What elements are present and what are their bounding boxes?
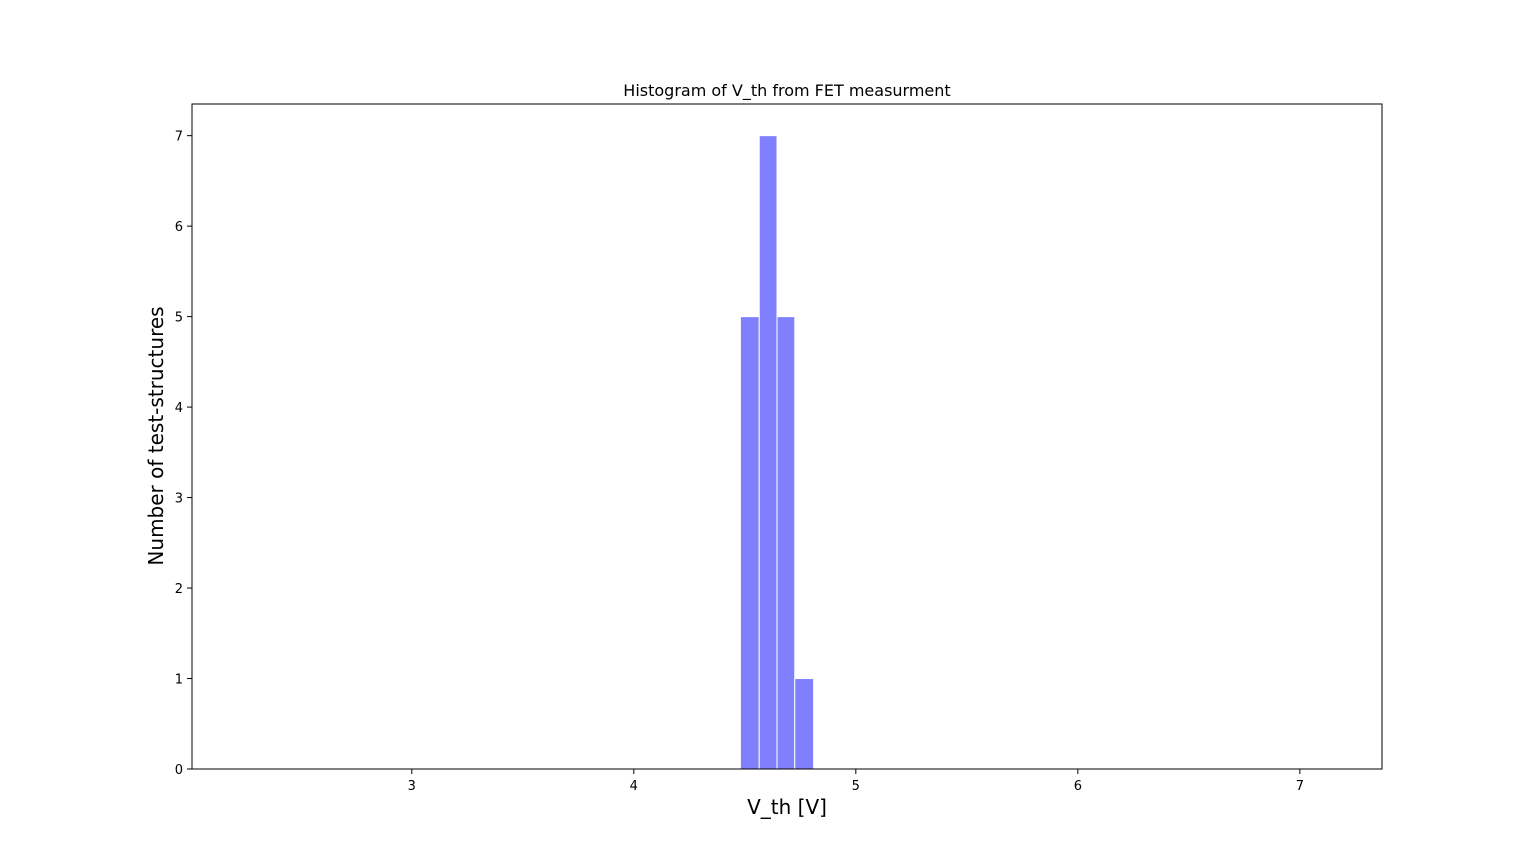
- y-axis-label: Number of test-structures: [144, 306, 168, 565]
- y-tick-label: 1: [175, 673, 183, 688]
- x-tick-label: 6: [1074, 779, 1082, 794]
- y-tick-label: 2: [175, 582, 183, 597]
- bars-group: [739, 135, 815, 770]
- y-tick-label: 3: [175, 492, 183, 507]
- y-tick-label: 6: [175, 220, 183, 235]
- y-tick-label: 7: [175, 130, 183, 145]
- x-tick-label: 4: [630, 779, 638, 794]
- y-tick-label: 0: [175, 763, 183, 778]
- histogram-bar-3: [794, 678, 815, 770]
- chart-title: Histogram of V_th from FET measurment: [623, 81, 950, 101]
- histogram-bar-1: [758, 135, 778, 770]
- y-tick-label: 5: [175, 311, 183, 326]
- x-axis-ticks: 3 4 5 6 7: [408, 769, 1304, 794]
- histogram-bar-0: [739, 316, 760, 770]
- x-tick-label: 3: [408, 779, 416, 794]
- histogram-bar-2: [776, 316, 796, 770]
- plot-frame: [191, 103, 1383, 770]
- x-tick-label: 5: [852, 779, 860, 794]
- x-axis-label: V_th [V]: [747, 795, 827, 819]
- y-axis-ticks: 0 1 2 3 4 5 6 7: [175, 130, 192, 778]
- x-tick-label: 7: [1296, 779, 1304, 794]
- y-tick-label: 4: [175, 401, 183, 416]
